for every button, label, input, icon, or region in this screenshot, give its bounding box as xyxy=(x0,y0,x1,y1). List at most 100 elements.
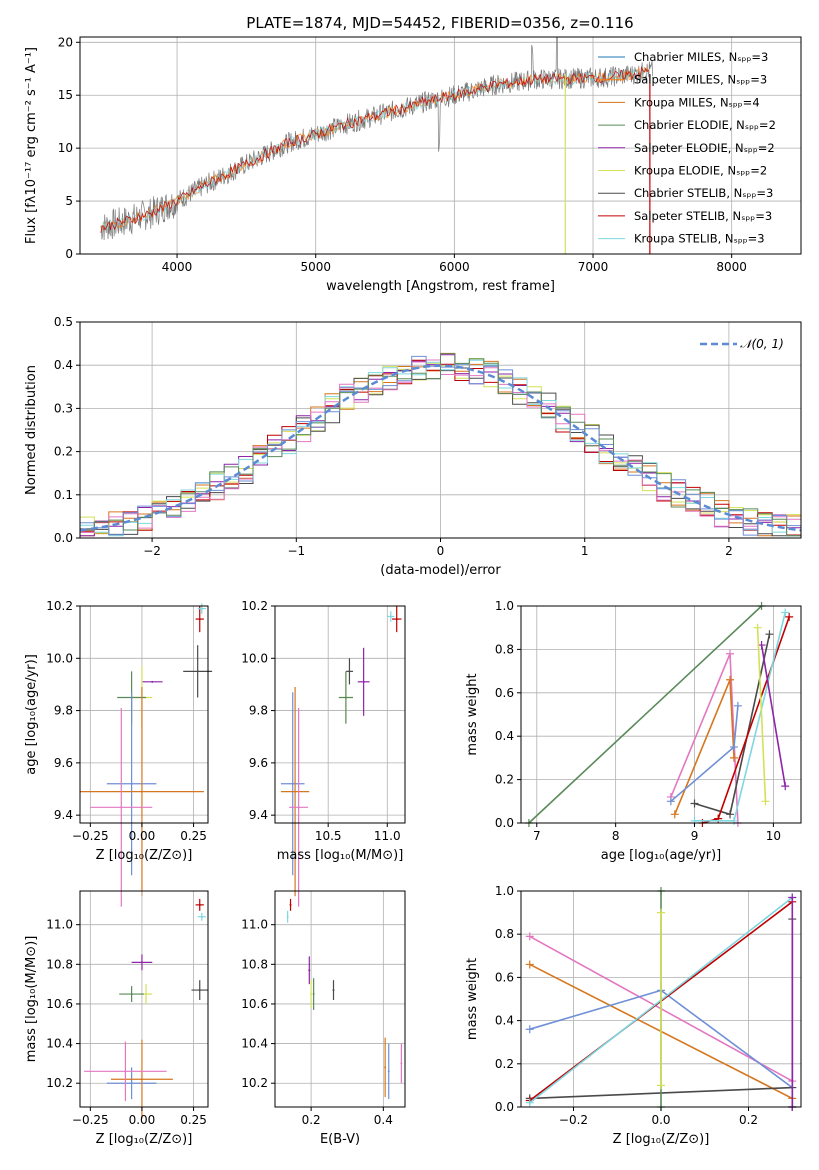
residuals-ytick-label: 0.0 xyxy=(54,531,73,545)
mass_vs_ebv-point xyxy=(387,1070,390,1073)
weight_vs_age-xlabel: age [log₁₀(age/yr)] xyxy=(601,848,722,863)
weight_vs_age-xtick-label: 8 xyxy=(612,829,620,843)
weight_vs_age-marker xyxy=(726,810,735,819)
spectrum-lines xyxy=(100,37,653,254)
weight_vs_Z-marker xyxy=(657,1081,665,1090)
mass_vs_Z-point xyxy=(198,989,201,992)
mass_vs_Z-ytick-label: 10.2 xyxy=(46,1076,73,1090)
legend-entry: Salpeter ELODIE, Nₛₚₚ=2 xyxy=(634,141,775,155)
age_vs_Z-frame xyxy=(79,605,209,824)
residuals-ytick-label: 0.4 xyxy=(54,358,73,372)
age_vs_Z-point xyxy=(120,806,123,809)
weight_vs_Z-marker xyxy=(525,960,534,969)
spectrum-frame xyxy=(79,36,802,255)
mass_vs_ebv-ytick-label: 11.0 xyxy=(241,918,268,932)
age_vs_mass-point xyxy=(294,790,297,793)
residuals-ytick-label: 0.3 xyxy=(54,401,73,415)
weight_vs_Z-ytick-label: 0.8 xyxy=(495,927,514,941)
weight_vs_age-xtick-label: 7 xyxy=(533,829,541,843)
age_vs_mass-point xyxy=(389,615,392,618)
age_vs_mass-point xyxy=(344,696,347,699)
spectrum-ytick-label: 5 xyxy=(65,194,73,208)
weight_vs_age-line xyxy=(760,644,786,787)
residual-hists xyxy=(79,352,802,537)
weight_vs_age-marker xyxy=(726,675,735,684)
age_vs_mass-point xyxy=(297,806,300,809)
mass_vs_ebv-xtick-label: 0.4 xyxy=(374,1113,393,1127)
legend-entry: Chabrier ELODIE, Nₛₚₚ=2 xyxy=(634,118,776,132)
mass_vs_ebv-point xyxy=(289,903,292,906)
mass_vs_Z-point xyxy=(145,993,148,996)
residuals-ytick-label: 0.1 xyxy=(54,488,73,502)
age_vs_Z-ytick-label: 10.0 xyxy=(46,651,73,665)
weight_vs_age-line xyxy=(670,705,739,802)
weight_vs_Z-ytick-label: 0.4 xyxy=(495,1014,514,1028)
mass_vs_Z-xtick-label: 0.25 xyxy=(180,1113,207,1127)
mass_vs_Z-point xyxy=(198,903,201,906)
weight_vs_Z-marker xyxy=(657,908,665,917)
weight_vs_age-ylabel: mass weight xyxy=(465,673,480,755)
mass_vs_Z-point xyxy=(124,1070,127,1073)
weight_vs_age-marker xyxy=(726,649,735,658)
weight_vs_age-marker xyxy=(666,797,675,806)
mass_vs_ebv-ytick-label: 10.2 xyxy=(241,1076,268,1090)
age_vs_mass-point xyxy=(395,618,398,621)
weight_vs_age-marker xyxy=(729,753,738,762)
age_vs_mass-ytick-label: 10.2 xyxy=(241,599,268,613)
mass_vs_Z-point xyxy=(140,961,143,964)
weight_vs_age-line xyxy=(674,679,735,815)
residuals-xtick-label: −2 xyxy=(143,544,161,558)
age_vs_mass-point xyxy=(348,670,351,673)
spectrum-ytick-label: 15 xyxy=(58,88,73,102)
weight_vs_age-line xyxy=(528,605,763,824)
weight_vs_age-marker xyxy=(785,612,794,621)
spectrum-xtick-label: 5000 xyxy=(300,260,331,274)
residuals-ylabel: Normed distribution xyxy=(24,365,39,495)
age_vs_mass-point xyxy=(291,782,294,785)
age_vs_Z-xlabel: Z [log₁₀(Z/Z⊙)] xyxy=(96,848,193,863)
mass_vs_Z-ytick-label: 10.6 xyxy=(46,997,73,1011)
weight_vs_age-ytick-label: 0.4 xyxy=(495,729,514,743)
mass_vs_ebv-point xyxy=(400,1062,403,1065)
spectrum-xtick-label: 7000 xyxy=(578,260,609,274)
mass_vs_Z-ytick-label: 10.4 xyxy=(46,1037,73,1051)
spectrum-ylabel: Flux [fλ10⁻¹⁷ erg cm⁻² s⁻¹ A⁻¹] xyxy=(24,47,39,244)
age_vs_Z-ytick-label: 9.8 xyxy=(54,704,73,718)
age_vs_Z-point xyxy=(130,782,133,785)
weight_vs_age-marker xyxy=(761,797,770,806)
weight_vs_age-ytick-label: 0.8 xyxy=(495,642,514,656)
weight_vs_age-ytick-label: 0.6 xyxy=(495,686,514,700)
mass_vs_Z-point xyxy=(130,993,133,996)
mass_vs_ebv-point xyxy=(308,969,311,972)
weight_vs_Z-ytick-label: 0.0 xyxy=(495,1100,514,1114)
spectrum-ytick-label: 0 xyxy=(65,247,73,261)
age_vs_Z-point xyxy=(200,607,203,610)
mass_vs_ebv-point xyxy=(286,915,289,918)
mass_vs_Z-point xyxy=(200,915,203,918)
weight_vs_age-marker xyxy=(733,701,742,710)
weight_vs_age-marker xyxy=(781,608,790,617)
age_vs_Z-point xyxy=(196,670,199,673)
residuals-xtick-label: 2 xyxy=(725,544,733,558)
age_vs_Z-ytick-label: 9.4 xyxy=(54,808,73,822)
mass_vs_Z-xlabel: Z [log₁₀(Z/Z⊙)] xyxy=(96,1132,193,1147)
residuals-ytick-label: 0.5 xyxy=(54,315,73,329)
legend-entry: Kroupa ELODIE, Nₛₚₚ=2 xyxy=(634,164,767,178)
weight_vs_age-xtick-label: 9 xyxy=(691,829,699,843)
age_vs_Z-point xyxy=(140,790,143,793)
legend-entry: Chabrier STELIB, Nₛₚₚ=3 xyxy=(634,186,773,200)
residuals-xtick-label: 1 xyxy=(581,544,589,558)
weight_vs_Z-marker xyxy=(525,1025,534,1034)
mass_vs_ebv-point xyxy=(384,1066,387,1069)
residuals-xtick-label: 0 xyxy=(437,544,445,558)
mass_vs_ebv-point xyxy=(332,989,335,992)
spectrum-xtick-label: 8000 xyxy=(716,260,747,274)
weight_vs_Z-marker xyxy=(525,1098,534,1107)
mass_vs_Z-ytick-label: 10.8 xyxy=(46,957,73,971)
age_vs_Z-ylabel: age [log₁₀(age/yr)] xyxy=(24,654,39,775)
residuals-xlabel: (data-model)/error xyxy=(380,563,501,578)
legend-entry: Kroupa MILES, Nₛₚₚ=4 xyxy=(634,95,760,109)
age_vs_mass-xtick-label: 11.0 xyxy=(374,829,401,843)
weight_vs_age-ytick-label: 0.2 xyxy=(495,773,514,787)
